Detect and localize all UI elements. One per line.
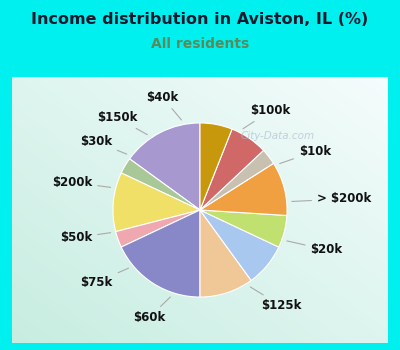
- Text: $50k: $50k: [60, 231, 110, 244]
- Text: > $200k: > $200k: [292, 193, 371, 205]
- Wedge shape: [200, 210, 251, 297]
- Wedge shape: [121, 210, 200, 297]
- Wedge shape: [200, 129, 264, 210]
- Wedge shape: [113, 173, 200, 232]
- Wedge shape: [130, 123, 200, 210]
- Text: Income distribution in Aviston, IL (%): Income distribution in Aviston, IL (%): [31, 12, 369, 27]
- Wedge shape: [200, 150, 274, 210]
- Wedge shape: [121, 159, 200, 210]
- Wedge shape: [200, 123, 232, 210]
- Wedge shape: [200, 210, 287, 247]
- Text: $20k: $20k: [287, 241, 343, 256]
- Text: $60k: $60k: [133, 297, 170, 324]
- Text: $30k: $30k: [80, 135, 127, 154]
- Text: $10k: $10k: [280, 145, 331, 163]
- Text: $200k: $200k: [52, 176, 110, 189]
- Wedge shape: [116, 210, 200, 247]
- Text: City-Data.com: City-Data.com: [240, 131, 314, 140]
- Text: $150k: $150k: [97, 111, 147, 135]
- Text: $100k: $100k: [243, 104, 291, 129]
- Text: All residents: All residents: [151, 37, 249, 51]
- Text: $40k: $40k: [146, 91, 182, 120]
- Wedge shape: [200, 210, 279, 280]
- Text: $75k: $75k: [80, 268, 128, 289]
- Wedge shape: [200, 163, 287, 216]
- Text: $125k: $125k: [250, 287, 301, 312]
